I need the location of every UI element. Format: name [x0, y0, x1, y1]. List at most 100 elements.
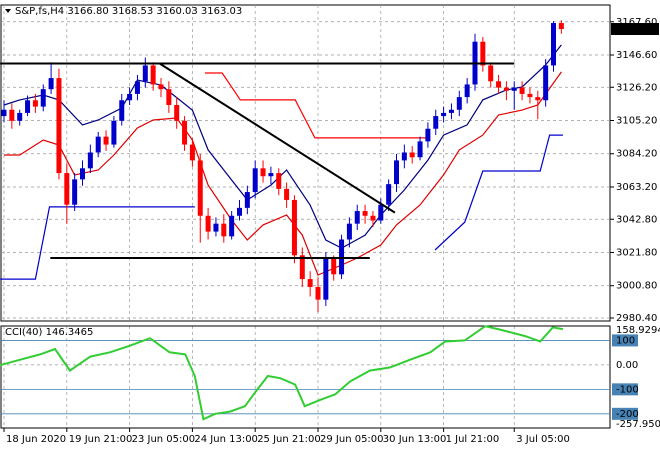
- candle-body: [284, 188, 290, 200]
- candle-body: [48, 78, 54, 90]
- candle-body: [111, 120, 117, 145]
- candle-body: [527, 93, 533, 98]
- y-tick-label: 3105.20: [616, 116, 657, 127]
- cci-line: [0, 325, 564, 421]
- candle-body: [291, 199, 297, 256]
- x-tick-label: 1 Jul 21:00: [446, 434, 500, 445]
- candle-body: [205, 215, 211, 232]
- candle-body: [32, 100, 38, 107]
- candle-body: [362, 211, 368, 216]
- candle-body: [17, 112, 23, 121]
- x-tick-label: 18 Jun 2020: [6, 434, 66, 445]
- candle-body: [174, 105, 180, 121]
- plot-frame: [0, 4, 611, 322]
- x-tick-label: 3 Jul 05:00: [516, 434, 570, 445]
- candle-body: [394, 160, 399, 185]
- y-tick-label: 100: [616, 335, 635, 346]
- candle-body: [95, 136, 101, 153]
- candle-body: [237, 207, 242, 216]
- chart-title: S&P,fs,H4 3166.80 3168.53 3160.03 3163.0…: [15, 6, 242, 17]
- candle-body: [268, 173, 274, 177]
- candle-body: [551, 23, 556, 66]
- candle-body: [519, 87, 525, 94]
- candle-body: [134, 81, 140, 94]
- candle-body: [64, 173, 70, 205]
- menu-icon: [5, 9, 11, 13]
- candle-body: [496, 81, 502, 88]
- indicator-title: CCI(40) 146.3465: [5, 327, 93, 338]
- candle-body: [433, 116, 439, 129]
- current-price: 3163.03: [616, 24, 657, 35]
- candle-body: [25, 100, 31, 113]
- candle-body: [448, 109, 454, 113]
- candle-body: [543, 65, 549, 101]
- y-limit-label: 158.9294: [616, 325, 660, 336]
- candle-body: [401, 152, 407, 161]
- y-tick-label: -200: [616, 409, 639, 420]
- x-tick-label: 29 Jun 05:00: [320, 434, 384, 445]
- price-box: [611, 23, 659, 36]
- candle-body: [142, 65, 148, 82]
- x-tick-label: 19 Jun 21:00: [69, 434, 133, 445]
- y-tick-label: 3084.20: [616, 149, 657, 160]
- candle-body: [244, 192, 250, 208]
- candle-body: [370, 215, 376, 221]
- plot-frame: [0, 325, 611, 429]
- candle-body: [409, 152, 415, 158]
- indicator-line: [0, 134, 563, 280]
- candle-body: [276, 173, 282, 189]
- candle-body: [535, 97, 541, 101]
- candle-body: [189, 144, 195, 161]
- candle-body: [56, 78, 62, 174]
- candle-body: [441, 112, 447, 117]
- candle-body: [252, 168, 258, 193]
- y-tick-label: 3000.80: [616, 281, 657, 292]
- x-tick-label: 25 Jun 21:00: [257, 434, 321, 445]
- candle-body: [323, 258, 329, 300]
- candle-body: [511, 87, 517, 91]
- candle-body: [9, 109, 15, 121]
- candle-body: [229, 215, 235, 237]
- candle-body: [331, 258, 337, 275]
- candle-body: [307, 279, 313, 287]
- y-tick-label: 0.00: [616, 360, 638, 371]
- candle-body: [213, 223, 219, 232]
- x-tick-label: 30 Jun 13:00: [383, 434, 447, 445]
- y-tick-label: 3021.80: [616, 247, 657, 258]
- candle-body: [127, 93, 133, 101]
- candle-body: [425, 128, 431, 142]
- candle-body: [260, 168, 266, 177]
- candle-body: [378, 204, 384, 221]
- candle-body: [1, 109, 7, 117]
- y-tick-label: 3042.80: [616, 214, 657, 225]
- candle-body: [299, 255, 305, 280]
- candle-body: [315, 286, 321, 300]
- candle-body: [339, 239, 345, 275]
- indicator-line: [3, 44, 562, 249]
- candle-body: [354, 211, 360, 224]
- candle-body: [166, 89, 172, 106]
- candle-body: [103, 136, 109, 145]
- candle-body: [558, 23, 564, 30]
- candle-body: [80, 168, 85, 180]
- y-tick-label: 2980.40: [616, 313, 657, 324]
- candle-body: [182, 120, 188, 145]
- candle-body: [150, 65, 156, 85]
- y-tick-label: 3146.60: [616, 50, 657, 61]
- candle-body: [221, 223, 227, 237]
- candle-body: [456, 97, 462, 110]
- indicator-line: [205, 72, 431, 139]
- x-tick-label: 24 Jun 13:00: [194, 434, 258, 445]
- candle-body: [386, 184, 392, 205]
- level-box: [612, 383, 638, 396]
- candle-body: [417, 141, 423, 158]
- candle-body: [503, 87, 509, 91]
- trend-line: [159, 63, 396, 214]
- candle-body: [488, 65, 494, 82]
- candle-body: [346, 223, 352, 240]
- candle-body: [464, 84, 470, 98]
- candle-body: [197, 160, 203, 216]
